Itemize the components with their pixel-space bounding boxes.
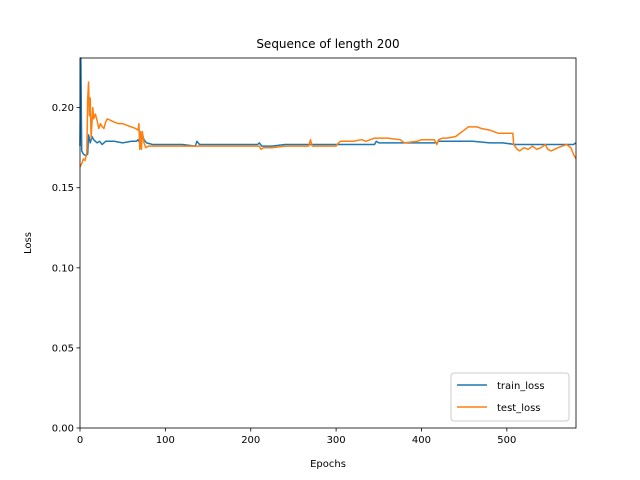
chart-title: Sequence of length 200 (256, 37, 399, 51)
x-tick-label: 300 (327, 435, 346, 446)
y-axis: 0.00 0.05 0.10 0.15 0.20 (52, 103, 80, 435)
legend-label-train-loss: train_loss (497, 381, 545, 392)
y-tick-label: 0.20 (52, 103, 74, 114)
x-tick-label: 0 (77, 435, 83, 446)
y-tick-label: 0.10 (52, 263, 74, 274)
plot-frame (79, 57, 577, 429)
series-line-test-loss (79, 81, 577, 168)
y-tick-label: 0.05 (52, 343, 74, 354)
x-axis: 0 100 200 300 400 500 (77, 428, 516, 446)
x-tick-label: 400 (412, 435, 431, 446)
legend-label-test-loss: test_loss (497, 403, 541, 414)
x-tick-label: 100 (156, 435, 175, 446)
x-tick-label: 500 (497, 435, 516, 446)
y-tick-label: 0.15 (52, 183, 74, 194)
series-line-train-loss (79, 57, 577, 157)
x-tick-label: 200 (241, 435, 260, 446)
legend: train_loss test_loss (450, 372, 570, 422)
series-layer (79, 57, 577, 168)
y-tick-label: 0.00 (52, 424, 74, 435)
x-axis-label: Epochs (310, 459, 346, 470)
y-axis-label: Loss (23, 232, 34, 254)
